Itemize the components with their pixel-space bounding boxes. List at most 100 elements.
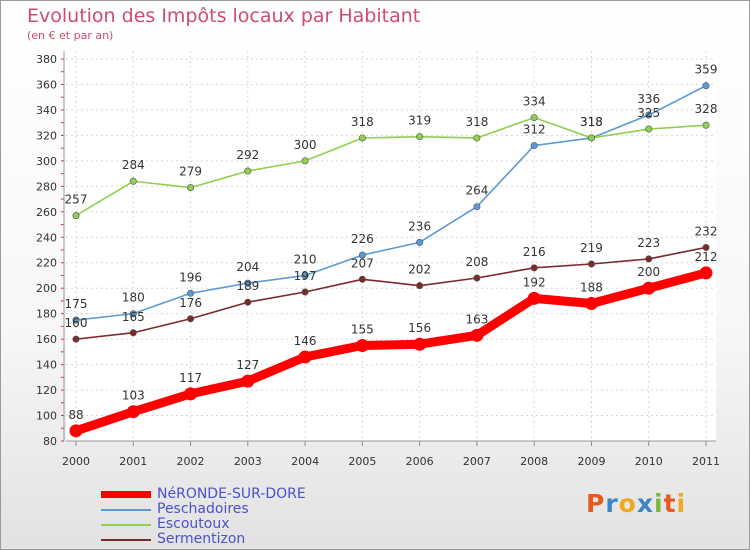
series-line (75, 246, 707, 340)
data-label: 318 (465, 115, 488, 129)
data-label: 212 (695, 250, 718, 264)
y-tick-label: 80 (43, 435, 57, 448)
x-tick-label: 2005 (348, 455, 376, 468)
data-label: 146 (294, 334, 317, 348)
data-point (416, 282, 424, 290)
data-point (413, 337, 427, 351)
data-point (126, 405, 140, 419)
data-label: 359 (695, 63, 718, 77)
data-label: 197 (294, 269, 317, 283)
data-label: 210 (294, 252, 317, 266)
legend-swatch (101, 524, 151, 526)
data-label: 165 (122, 310, 145, 324)
x-tick-label: 2003 (234, 455, 262, 468)
x-tick-label: 2004 (291, 455, 319, 468)
data-point (699, 266, 713, 280)
data-label: 202 (408, 263, 431, 277)
data-label: 318 (351, 115, 374, 129)
data-label: 219 (580, 241, 603, 255)
data-label: 223 (637, 236, 660, 250)
y-tick-label: 200 (36, 282, 57, 295)
data-point (584, 296, 598, 310)
legend-swatch (101, 509, 151, 511)
data-point (645, 125, 653, 133)
brand-letter: o (618, 489, 637, 518)
data-label: 196 (179, 270, 202, 284)
data-point (530, 142, 538, 150)
data-point (187, 289, 195, 297)
data-point (301, 157, 309, 165)
data-label: 127 (236, 358, 259, 372)
data-point (530, 114, 538, 122)
data-label: 163 (465, 312, 488, 326)
data-point (244, 279, 252, 287)
data-point (358, 251, 366, 259)
x-tick-label: 2006 (406, 455, 434, 468)
brand-letter: P (586, 489, 606, 518)
data-label: 188 (580, 280, 603, 294)
data-label: 334 (523, 95, 546, 109)
chart-title: Evolution des Impôts locaux par Habitant (27, 5, 421, 27)
data-point (129, 310, 137, 318)
y-tick-label: 340 (36, 104, 57, 117)
data-point (530, 264, 538, 272)
data-label: 236 (408, 219, 431, 233)
data-label: 207 (351, 256, 374, 270)
data-label: 216 (523, 245, 546, 259)
data-point (470, 328, 484, 342)
data-point (187, 184, 195, 192)
y-tick-label: 380 (36, 53, 57, 66)
x-tick-label: 2010 (635, 455, 663, 468)
data-label: 284 (122, 158, 145, 172)
data-point (473, 203, 481, 211)
legend-label: Escoutoux (157, 516, 230, 532)
data-point (645, 255, 653, 263)
x-tick-label: 2001 (119, 455, 147, 468)
data-label: 257 (65, 193, 88, 207)
data-label: 192 (523, 275, 546, 289)
data-point (645, 111, 653, 119)
data-label: 175 (65, 297, 88, 311)
legend-label: NéRONDE-SUR-DORE (157, 486, 306, 502)
x-tick-label: 2008 (520, 455, 548, 468)
data-label: 319 (408, 114, 431, 128)
data-label: 328 (695, 102, 718, 116)
data-point (473, 134, 481, 142)
chart-subtitle: (en € et par an) (27, 29, 114, 42)
plot-area (66, 51, 716, 441)
y-tick-label: 180 (36, 308, 57, 321)
data-label: 300 (294, 138, 317, 152)
data-point (702, 82, 710, 90)
legend-label: Peschadoires (157, 501, 249, 517)
x-tick-label: 2007 (463, 455, 491, 468)
series-line (71, 268, 711, 436)
data-point (416, 133, 424, 141)
data-point (298, 350, 312, 364)
y-tick-label: 260 (36, 206, 57, 219)
data-label: 336 (637, 92, 660, 106)
x-tick-label: 2009 (577, 455, 605, 468)
data-label: 318 (580, 115, 603, 129)
data-point (355, 339, 369, 352)
data-point (301, 288, 309, 296)
data-label: 325 (637, 106, 660, 120)
brand-letter: i (654, 489, 664, 518)
data-point (702, 243, 710, 251)
brand-letter: t (663, 489, 677, 518)
data-label: 264 (465, 184, 488, 198)
data-point (587, 260, 595, 268)
data-label: 103 (122, 389, 145, 403)
brand-letter: x (636, 489, 654, 518)
data-label: 155 (351, 323, 374, 337)
y-tick-label: 220 (36, 257, 57, 270)
data-point (527, 291, 541, 305)
brand-letter: r (605, 489, 619, 518)
data-label: 180 (122, 291, 145, 305)
data-point (702, 121, 710, 129)
data-label: 279 (179, 165, 202, 179)
data-label: 318 (580, 115, 603, 129)
data-point (72, 316, 80, 324)
data-point (187, 315, 195, 323)
data-label: 176 (179, 296, 202, 310)
brand-letter: i (676, 489, 687, 518)
